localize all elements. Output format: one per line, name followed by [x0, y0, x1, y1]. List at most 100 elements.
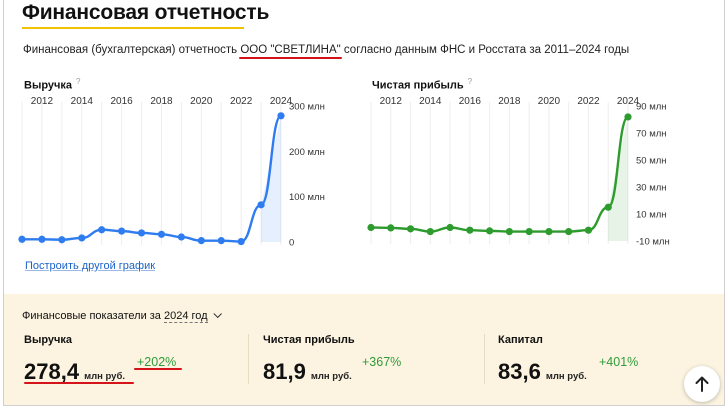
profit-x-tick-label: 2016 — [459, 96, 482, 107]
profit-data-point — [387, 224, 395, 232]
chevron-down-icon[interactable] — [213, 309, 222, 319]
profit-data-point — [426, 227, 434, 236]
profit-area-fill — [608, 116, 628, 241]
title-accent-underline — [22, 27, 244, 29]
profit-y-tick-label: 30 млн — [636, 183, 667, 194]
profit-y-tick-label: 90 млн — [636, 102, 667, 113]
profit-data-point — [584, 226, 593, 234]
profit-data-point — [565, 227, 573, 236]
divider — [484, 334, 485, 384]
metric-unit: млн руб. — [310, 371, 352, 382]
revenue-x-tick-label: 2016 — [110, 96, 133, 107]
revenue-data-point — [98, 226, 106, 234]
revenue-data-point — [58, 236, 66, 244]
metric-change: +367% — [362, 355, 402, 369]
page-title: Финансовая отчетность — [22, 1, 270, 24]
profit-chart-title: Чистая прибыль? — [372, 77, 472, 92]
profit-x-tick-label: 2020 — [538, 96, 561, 107]
metric-net-profit: Чистая прибыль 81,9 млн руб. +367% — [263, 334, 401, 384]
profit-data-point — [406, 225, 415, 233]
profit-y-tick-label: 70 млн — [636, 129, 667, 140]
financial-report-panel: Финансовая отчетность Финансовая (бухгал… — [3, 0, 725, 406]
scroll-to-top-button[interactable] — [684, 366, 720, 402]
metric-label: Капитал — [498, 334, 543, 346]
metric-value: 83,6 млн руб. — [498, 359, 587, 385]
revenue-y-tick-label: 0 — [289, 238, 294, 249]
metric-label: Выручка — [24, 334, 73, 346]
revenue-y-tick-label: 100 млн — [289, 192, 325, 203]
profit-data-point — [486, 227, 494, 235]
revenue-data-point — [78, 234, 86, 242]
revenue-data-point — [277, 112, 285, 120]
revenue-x-tick-label: 2012 — [31, 96, 54, 107]
change-highlight-underline — [134, 368, 182, 370]
revenue-data-point — [18, 235, 26, 243]
profit-chart-title-text: Чистая прибыль — [372, 79, 464, 92]
metric-number: 83,6 — [498, 359, 541, 384]
profit-x-tick-label: 2018 — [498, 96, 521, 107]
period-prefix: Финансовые показатели за — [22, 310, 161, 322]
profit-data-point — [525, 227, 533, 236]
metric-unit: млн руб. — [545, 371, 587, 382]
profit-y-tick-label: 10 млн — [636, 210, 667, 221]
revenue-data-point — [177, 233, 185, 241]
revenue-chart-title: Выручка? — [24, 77, 81, 92]
indicators-panel: Финансовые показатели за 2024 год Выручк… — [4, 294, 724, 405]
revenue-data-point — [137, 229, 146, 237]
profit-x-tick-label: 2012 — [380, 96, 403, 107]
divider — [248, 334, 249, 384]
profit-x-tick-label: 2014 — [419, 96, 442, 107]
subtitle-suffix: согласно данным ФНС и Росстата за 2011–2… — [343, 44, 630, 56]
metric-capital: Капитал 83,6 млн руб. +401% — [498, 334, 638, 384]
metric-value: 278,4 млн руб. — [24, 359, 125, 385]
revenue-y-tick-label: 300 млн — [289, 102, 325, 113]
profit-data-point — [604, 203, 612, 211]
subtitle-prefix: Финансовая (бухгалтерская) отчетность — [23, 44, 238, 56]
revenue-data-point — [157, 230, 166, 238]
revenue-x-tick-label: 2024 — [270, 96, 293, 107]
revenue-data-point — [38, 235, 46, 243]
revenue-x-tick-label: 2022 — [230, 96, 253, 107]
profit-y-tick-label: 50 млн — [636, 156, 667, 167]
period-year-dropdown[interactable]: 2024 год — [164, 310, 208, 323]
period-selector: Финансовые показатели за 2024 год — [22, 309, 222, 323]
metric-change: +202% — [137, 355, 177, 369]
revenue-y-tick-label: 200 млн — [289, 147, 325, 158]
metric-value: 81,9 млн руб. — [263, 359, 352, 385]
revenue-data-point — [237, 237, 245, 246]
revenue-x-tick-label: 2014 — [71, 96, 94, 107]
revenue-x-tick-label: 2020 — [190, 96, 213, 107]
profit-data-point — [505, 227, 513, 236]
profit-data-point — [446, 223, 454, 232]
profit-data-point — [466, 226, 474, 234]
profit-x-tick-label: 2022 — [577, 96, 600, 107]
revenue-data-point — [197, 237, 205, 245]
report-subtitle: Финансовая (бухгалтерская) отчетность ОО… — [23, 44, 629, 56]
profit-data-point — [624, 113, 632, 121]
metric-number: 81,9 — [263, 359, 306, 384]
help-icon[interactable]: ? — [467, 77, 473, 86]
profit-data-point — [545, 227, 553, 236]
company-name-link[interactable]: ООО "СВЕТЛИНА" — [240, 44, 341, 56]
help-icon[interactable]: ? — [76, 77, 81, 86]
revenue-data-point — [257, 201, 265, 209]
arrow-up-icon — [695, 376, 709, 392]
profit-y-tick-label: -10 млн — [636, 237, 670, 248]
metric-change: +401% — [599, 355, 639, 369]
profit-x-tick-label: 2024 — [617, 96, 640, 107]
revenue-data-point — [118, 227, 126, 235]
revenue-chart-title-text: Выручка — [24, 79, 73, 92]
build-another-chart-link[interactable]: Построить другой график — [25, 260, 156, 272]
profit-series-line — [370, 115, 630, 233]
metric-number: 278,4 — [24, 359, 80, 384]
revenue-x-tick-label: 2018 — [150, 96, 173, 107]
metric-revenue: Выручка 278,4 млн руб. +202% — [24, 334, 176, 384]
value-highlight-underline — [24, 382, 134, 384]
revenue-data-point — [217, 237, 225, 245]
metric-unit: млн руб. — [84, 371, 125, 382]
revenue-area-fill — [261, 115, 281, 242]
metric-label: Чистая прибыль — [263, 334, 355, 346]
profit-data-point — [367, 223, 375, 232]
